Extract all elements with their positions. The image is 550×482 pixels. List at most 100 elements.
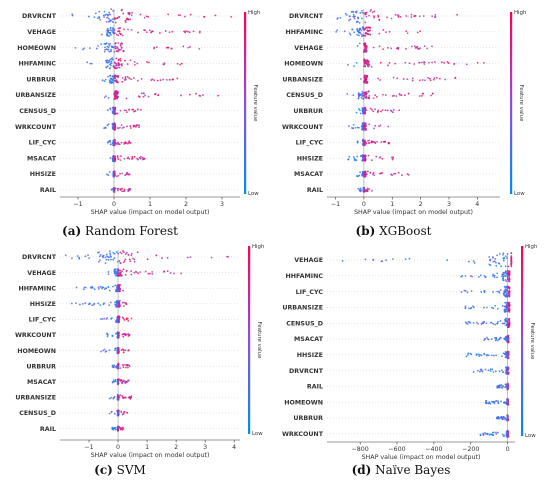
shap-point bbox=[120, 141, 123, 144]
shap-point bbox=[130, 254, 133, 257]
shap-point bbox=[112, 428, 115, 431]
shap-point bbox=[109, 67, 112, 69]
feature-label: RAIL bbox=[40, 187, 56, 194]
shap-point bbox=[159, 79, 162, 82]
shap-point bbox=[392, 172, 395, 175]
shap-point bbox=[479, 274, 482, 277]
shap-point bbox=[131, 11, 133, 14]
shap-point bbox=[103, 96, 106, 99]
shap-point bbox=[508, 276, 511, 279]
shap-point bbox=[166, 78, 168, 81]
shap-point bbox=[381, 172, 384, 174]
shap-point bbox=[97, 286, 100, 289]
caption-letter: (b) bbox=[356, 224, 376, 238]
shap-point bbox=[123, 411, 125, 414]
shap-point bbox=[379, 61, 382, 64]
shap-point bbox=[506, 419, 509, 422]
shap-point bbox=[121, 316, 124, 319]
shap-point bbox=[378, 19, 381, 21]
shap-point bbox=[375, 155, 378, 158]
beeswarm-urbansize bbox=[360, 74, 457, 84]
shap-point bbox=[106, 29, 109, 32]
shap-point bbox=[189, 45, 191, 48]
shap-point bbox=[136, 108, 139, 111]
shap-point bbox=[373, 15, 375, 18]
shap-point bbox=[151, 78, 154, 81]
shap-point bbox=[82, 288, 85, 291]
colorbar-gradient bbox=[510, 12, 513, 194]
beeswarm-hhsize bbox=[70, 299, 128, 308]
shap-point bbox=[467, 352, 470, 355]
feature-label: HHSIZE bbox=[30, 301, 56, 308]
shap-point bbox=[110, 318, 112, 320]
shap-point bbox=[404, 258, 407, 260]
shap-point bbox=[112, 77, 115, 80]
shap-point bbox=[106, 65, 109, 68]
shap-point bbox=[430, 94, 432, 97]
shap-point bbox=[502, 292, 505, 295]
shap-point bbox=[347, 158, 350, 161]
shap-point bbox=[130, 14, 133, 17]
shap-point bbox=[121, 80, 124, 83]
shap-point bbox=[106, 31, 109, 34]
shap-point bbox=[360, 96, 363, 99]
shap-point bbox=[113, 268, 116, 271]
feature-label: DRVRCNT bbox=[22, 13, 57, 20]
shap-point bbox=[118, 16, 121, 18]
shap-point bbox=[371, 108, 373, 111]
shap-point bbox=[359, 171, 362, 174]
shap-point bbox=[118, 288, 121, 290]
shap-point bbox=[98, 251, 100, 254]
shap-point bbox=[497, 320, 499, 323]
shap-point bbox=[500, 400, 502, 403]
shap-point bbox=[108, 80, 111, 82]
shap-point bbox=[131, 108, 134, 111]
shap-point bbox=[373, 141, 376, 143]
shap-point bbox=[148, 61, 150, 64]
shap-point bbox=[503, 434, 506, 437]
shap-point bbox=[503, 275, 506, 277]
shap-point bbox=[113, 427, 116, 430]
shap-point bbox=[117, 158, 120, 161]
shap-point bbox=[366, 187, 369, 190]
shap-point bbox=[121, 301, 124, 304]
shap-point bbox=[123, 28, 125, 31]
shap-point bbox=[495, 433, 498, 435]
shap-point bbox=[369, 107, 372, 110]
shap-point bbox=[368, 26, 371, 29]
shap-point bbox=[456, 13, 459, 16]
shap-point bbox=[100, 43, 103, 46]
colorbar-title: Feature value bbox=[529, 323, 535, 360]
shap-point bbox=[496, 276, 498, 279]
shap-point bbox=[503, 338, 506, 341]
shap-point bbox=[505, 286, 508, 289]
shap-point bbox=[385, 31, 387, 34]
shap-point bbox=[123, 157, 126, 160]
shap-point bbox=[103, 43, 106, 45]
shap-point bbox=[137, 272, 139, 275]
shap-point bbox=[369, 10, 372, 13]
shap-point bbox=[113, 75, 116, 78]
shap-point bbox=[496, 322, 498, 325]
feature-label: HHSIZE bbox=[297, 155, 323, 162]
shap-point bbox=[360, 33, 363, 35]
shap-point bbox=[508, 287, 511, 290]
shap-point bbox=[506, 367, 508, 370]
shap-point bbox=[502, 371, 505, 374]
shap-point bbox=[429, 79, 432, 82]
shap-point bbox=[358, 34, 360, 37]
shap-point bbox=[469, 275, 472, 277]
shap-point bbox=[122, 12, 125, 15]
shap-point bbox=[380, 141, 383, 143]
shap-point bbox=[117, 34, 120, 37]
shap-point bbox=[364, 170, 367, 173]
shap-point bbox=[102, 349, 105, 352]
shap-point bbox=[125, 97, 128, 100]
shap-point bbox=[108, 44, 111, 47]
shap-point bbox=[116, 50, 119, 52]
shap-point bbox=[363, 125, 366, 128]
shap-point bbox=[119, 269, 122, 272]
shap-point bbox=[114, 380, 117, 383]
shap-point bbox=[157, 94, 160, 96]
shap-point bbox=[503, 353, 506, 356]
